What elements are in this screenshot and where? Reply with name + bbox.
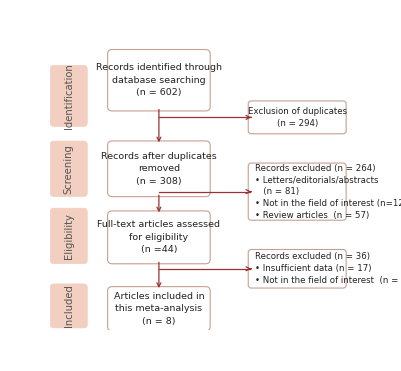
Text: Included: Included [64, 285, 74, 327]
FancyBboxPatch shape [248, 101, 346, 134]
FancyBboxPatch shape [107, 287, 210, 331]
Text: Identification: Identification [64, 63, 74, 129]
FancyBboxPatch shape [107, 141, 210, 197]
Text: Records excluded (n = 264)
• Letters/editorials/abstracts
   (n = 81)
• Not in t: Records excluded (n = 264) • Letters/edi… [255, 164, 401, 220]
Text: Exclusion of duplicates
(n = 294): Exclusion of duplicates (n = 294) [248, 107, 347, 128]
FancyBboxPatch shape [50, 141, 87, 197]
Text: Screening: Screening [64, 144, 74, 194]
FancyBboxPatch shape [107, 49, 210, 111]
FancyBboxPatch shape [50, 284, 87, 328]
Text: Full-text articles assessed
for eligibility
(n =44): Full-text articles assessed for eligibil… [97, 220, 221, 255]
Text: Articles included in
this meta-analysis
(n = 8): Articles included in this meta-analysis … [113, 292, 204, 326]
Text: Records after duplicates
removed
(n = 308): Records after duplicates removed (n = 30… [101, 152, 217, 186]
FancyBboxPatch shape [248, 249, 346, 288]
FancyBboxPatch shape [50, 208, 87, 264]
Text: Records identified through
database searching
(n = 602): Records identified through database sear… [96, 63, 222, 97]
Text: Records excluded (n = 36)
• Insufficient data (n = 17)
• Not in the field of int: Records excluded (n = 36) • Insufficient… [255, 253, 401, 285]
FancyBboxPatch shape [248, 163, 346, 220]
Text: Eligibility: Eligibility [64, 213, 74, 259]
FancyBboxPatch shape [50, 65, 87, 127]
FancyBboxPatch shape [107, 211, 210, 264]
